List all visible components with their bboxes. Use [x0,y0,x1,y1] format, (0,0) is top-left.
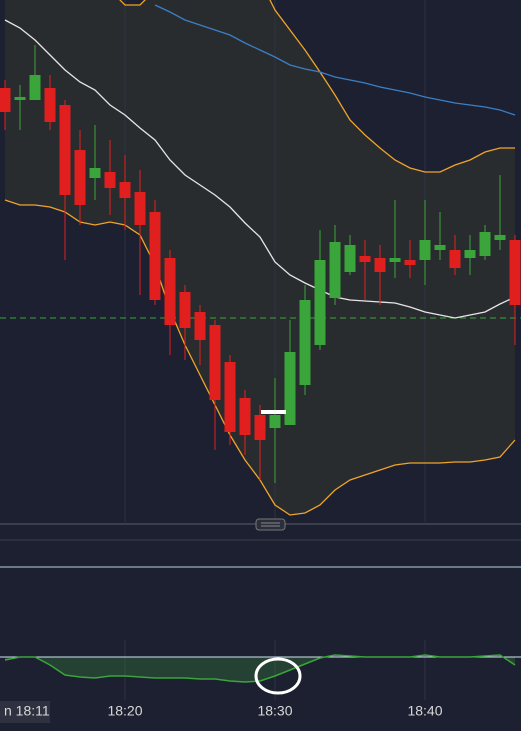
indicator-line [119,0,515,173]
band-fill [4,0,515,515]
candle-body [389,258,401,262]
candle-body [374,258,386,272]
candle-body [449,250,461,268]
candle-body [434,245,446,250]
candle-body [224,362,236,432]
candle-body [149,212,161,300]
pane-handle[interactable] [255,518,286,531]
candle-body [59,105,71,195]
candle-body [209,325,221,400]
candle-body [74,150,86,205]
candle-body [494,235,506,240]
indicator-line [4,19,516,319]
candle-body [0,88,11,112]
candle-body [419,240,431,260]
candle-body [464,250,476,258]
candle-body [179,292,191,328]
indicator-line [154,4,516,116]
candle-body [14,97,26,100]
candle-body [329,242,341,298]
candle-body [104,172,116,188]
candle-body [44,88,56,122]
candle-body [284,352,296,425]
candle-body [269,415,281,428]
candle-body [89,168,101,178]
candle-body [29,75,41,100]
candle-body [299,300,311,385]
x-tick-label: 18:20 [107,703,142,719]
time-label-box [0,701,50,723]
candle-body [479,232,491,256]
candle-body [404,260,416,265]
x-axis: 18:20 18:30 18:40 [107,703,442,719]
candle-body [119,182,131,198]
candle-body [509,240,521,305]
time-label: n 18:11 [4,703,50,719]
candle-body [254,415,266,440]
time-axis [0,700,521,726]
candle-body [314,260,326,345]
candle-body [344,245,356,272]
price-pane [0,0,521,522]
candle-body [239,398,251,435]
candle-body [359,256,371,262]
x-tick-label: 18:40 [407,703,442,719]
hand-drawn-circle [254,657,302,695]
indicator-line [4,654,516,683]
candle-body [194,312,206,340]
candle-body [134,192,146,225]
x-tick-label: 18:30 [257,703,292,719]
candle-body [164,258,176,325]
